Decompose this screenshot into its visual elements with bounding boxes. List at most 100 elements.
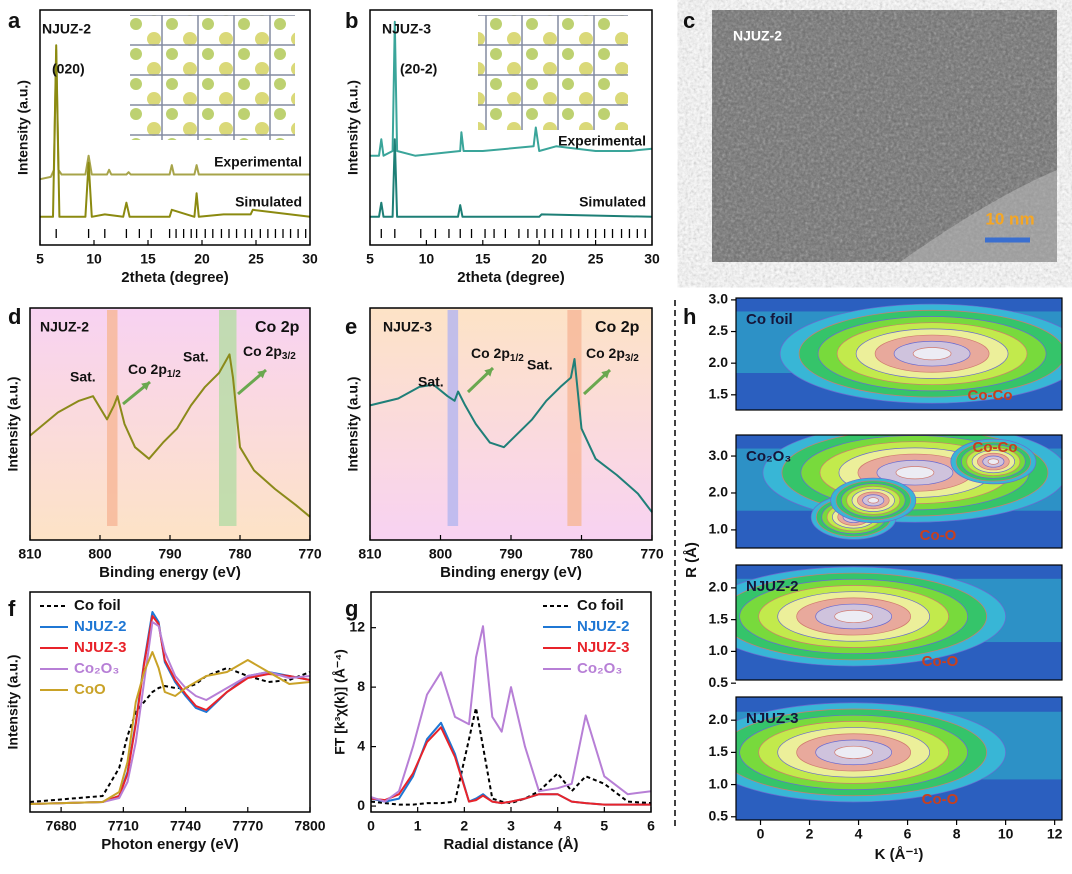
series-line	[40, 44, 311, 218]
contour-frame	[735, 434, 1063, 549]
bond-label: Co-O	[922, 653, 959, 670]
annotation: (20-2)	[400, 61, 437, 77]
x-axis-label: Photon energy (eV)	[101, 836, 239, 853]
y-tick-label: 2.0	[709, 711, 729, 727]
contour-panel	[736, 298, 1062, 410]
x-tick-label: 12	[1047, 826, 1063, 842]
highlight-band	[219, 310, 237, 526]
x-axis-label: K (Å⁻¹)	[875, 846, 924, 863]
panel-letter: h	[683, 304, 696, 329]
x-tick-label: 7710	[108, 818, 139, 834]
panel-letter: d	[8, 304, 21, 329]
series-line	[29, 353, 311, 518]
panel-letter: c	[683, 8, 695, 33]
annotation: Co 2p	[255, 319, 300, 336]
y-tick-label: 1.0	[709, 775, 729, 791]
y-axis-label: Intensity (a.u.)	[5, 655, 21, 750]
x-tick-label: 770	[298, 546, 322, 562]
structure-inset	[478, 15, 628, 130]
arrow-head	[141, 382, 150, 391]
x-tick-label: 790	[499, 546, 523, 562]
series-line	[29, 651, 311, 805]
x-axis-label: Binding energy (eV)	[440, 564, 582, 581]
highlight-band	[107, 310, 118, 526]
x-tick-label: 25	[588, 251, 604, 267]
panel-letter: g	[345, 596, 358, 621]
subplot-label: NJUZ-2	[746, 578, 799, 595]
y-tick-label: 0.5	[709, 807, 729, 823]
contour-maximum	[834, 609, 874, 624]
annotation: (020)	[52, 61, 85, 77]
contour-maximum	[987, 458, 1000, 465]
annotation: Co 2p	[595, 319, 640, 336]
x-tick-label: 6	[647, 818, 655, 834]
x-tick-label: 8	[953, 826, 961, 842]
contour-frame	[735, 297, 1063, 411]
x-tick-label: 7740	[170, 818, 201, 834]
y-tick-label: 2.0	[709, 354, 729, 370]
x-tick-label: 5	[36, 251, 44, 267]
y-tick-label: 2.0	[709, 484, 729, 500]
x-tick-label: 5	[366, 251, 374, 267]
y-tick-label: 3.0	[709, 447, 729, 463]
x-tick-label: 2	[806, 826, 814, 842]
x-tick-label: 810	[18, 546, 42, 562]
series-line	[370, 625, 652, 803]
legend-label: CoO	[74, 681, 106, 698]
series-line	[370, 706, 652, 806]
x-axis-label: Binding energy (eV)	[99, 564, 241, 581]
x-tick-label: 20	[194, 251, 210, 267]
annotation: Experimental	[558, 133, 646, 149]
y-axis-label: Intensity (a.u.)	[15, 80, 31, 175]
y-tick-label: 4	[357, 737, 365, 753]
annotation: Co 2p3/2	[586, 345, 639, 364]
x-tick-label: 15	[140, 251, 156, 267]
subplot-label: NJUZ-3	[746, 710, 799, 727]
x-tick-label: 800	[88, 546, 112, 562]
y-tick-label: 2.0	[709, 579, 729, 595]
x-tick-label: 25	[248, 251, 264, 267]
structure-inset	[130, 15, 295, 140]
x-tick-label: 15	[475, 251, 491, 267]
x-tick-label: 4	[855, 826, 863, 842]
x-tick-label: 800	[429, 546, 453, 562]
plot-frame	[39, 9, 311, 246]
x-axis-label: Radial distance (Å)	[443, 836, 578, 853]
y-tick-label: 1.5	[709, 386, 729, 402]
annotation: 10 nm	[985, 209, 1034, 228]
legend-label: NJUZ-3	[577, 639, 630, 656]
y-tick-label: 12	[349, 618, 365, 634]
legend-label: NJUZ-3	[74, 639, 127, 656]
contour-frame	[735, 696, 1063, 821]
legend-label: Co₂O₃	[577, 660, 622, 677]
plot-frame	[29, 591, 311, 813]
contour-maximum	[895, 466, 935, 480]
y-tick-label: 1.5	[709, 743, 729, 759]
x-tick-label: 2	[460, 818, 468, 834]
x-tick-label: 5	[600, 818, 608, 834]
x-tick-label: 10	[419, 251, 435, 267]
subplot-label: Co foil	[746, 311, 793, 328]
annotation: Simulated	[235, 194, 302, 210]
contour-panel	[736, 435, 1062, 548]
y-axis-label: Intensity (a.u.)	[5, 377, 21, 472]
annotation: NJUZ-2	[40, 319, 89, 335]
arrow-head	[484, 368, 493, 377]
x-tick-label: 1	[414, 818, 422, 834]
series-line	[29, 667, 311, 803]
contour-panel	[736, 565, 1062, 680]
annotation-text: Co 2p	[243, 343, 282, 359]
subplot-label: Co₂O₃	[746, 448, 791, 465]
legend-label: NJUZ-2	[577, 618, 630, 635]
series-line	[370, 20, 653, 157]
legend-label: NJUZ-2	[74, 618, 127, 635]
annotation: Experimental	[214, 154, 302, 170]
x-tick-label: 770	[640, 546, 664, 562]
x-tick-label: 3	[507, 818, 515, 834]
plot-background	[370, 308, 652, 540]
contour-maximum	[912, 347, 952, 361]
x-tick-label: 7680	[46, 818, 77, 834]
arrow-head	[257, 370, 266, 379]
y-axis-label: FT [k³χ(k)] (Å⁻⁴)	[332, 649, 348, 755]
